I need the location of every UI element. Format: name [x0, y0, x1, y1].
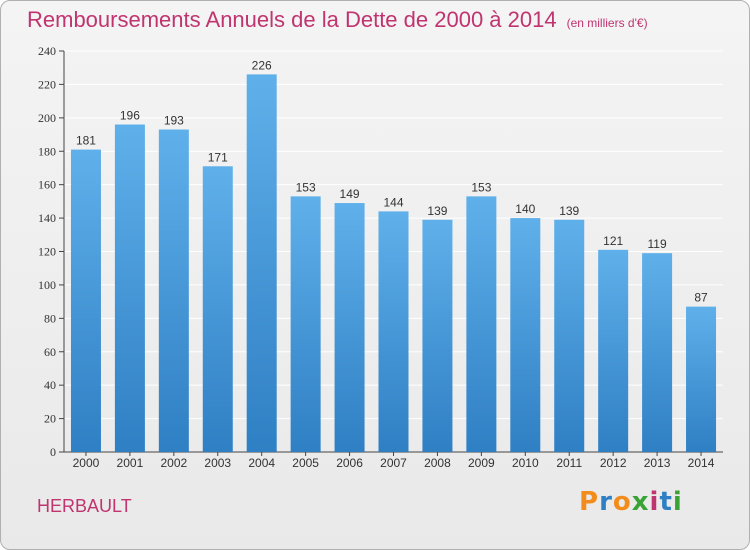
y-tick-label: 180: [38, 144, 56, 158]
brand-letter: P: [579, 487, 600, 517]
value-label: 193: [164, 114, 184, 128]
bar-2012: [598, 249, 629, 452]
y-tick-label: 240: [38, 44, 56, 58]
bar-2006: [334, 203, 365, 452]
x-tick-label: 2004: [248, 456, 275, 470]
y-tick-label: 120: [38, 245, 56, 259]
x-tick-label: 2012: [600, 456, 627, 470]
bar-2010: [510, 218, 541, 452]
bar-2005: [290, 196, 321, 452]
bar-2000: [70, 149, 101, 452]
bars: [70, 74, 717, 453]
value-label: 226: [252, 58, 272, 72]
x-tick-label: 2002: [160, 456, 187, 470]
value-label: 149: [340, 187, 360, 201]
value-label: 196: [120, 109, 140, 123]
x-tick-label: 2009: [468, 456, 495, 470]
value-label: 153: [471, 180, 491, 194]
brand-letter: i: [649, 487, 660, 517]
value-label: 139: [559, 204, 579, 218]
x-tick-label: 2007: [380, 456, 407, 470]
y-tick-label: 160: [38, 178, 56, 192]
x-tick-label: 2005: [292, 456, 319, 470]
y-tick-label: 140: [38, 211, 56, 225]
value-label: 181: [76, 134, 96, 148]
value-label: 87: [694, 291, 708, 305]
value-label: 119: [648, 237, 667, 251]
x-tick-label: 2008: [424, 456, 451, 470]
bar-2002: [158, 129, 189, 452]
bar-2009: [466, 196, 497, 452]
y-axis: 0 20 40 60 80 100 120 140 160 180 200 220 240: [38, 44, 723, 459]
brand-letter: i: [672, 487, 683, 517]
x-tick-label: 2000: [73, 456, 100, 470]
value-label: 139: [427, 204, 447, 218]
value-label: 153: [296, 180, 316, 194]
value-label: 171: [208, 150, 228, 164]
y-tick-label: 80: [44, 311, 56, 325]
chart-title-text: Remboursements Annuels de la Dette de 20…: [27, 7, 557, 32]
y-tick-label: 220: [38, 77, 56, 91]
brand-letter: t: [659, 487, 673, 517]
x-axis-labels: 2000 2001 2002 2003 2004 2005 2006 2007 2008 2009…: [73, 452, 715, 470]
x-tick-label: 2001: [117, 456, 144, 470]
bar-2007: [378, 211, 409, 452]
chart-unit: (en milliers d'€): [566, 16, 648, 30]
brand-letter: x: [631, 487, 650, 517]
bar-2001: [114, 124, 145, 453]
value-label: 121: [603, 234, 623, 248]
bar-2014: [686, 306, 717, 452]
x-tick-label: 2003: [204, 456, 231, 470]
y-tick-label: 60: [44, 345, 56, 359]
place-name: HERBAULT: [37, 496, 132, 516]
y-tick-label: 20: [44, 412, 56, 426]
x-tick-label: 2013: [644, 456, 671, 470]
bar-2003: [202, 166, 233, 452]
brand-letter: r: [599, 487, 613, 517]
y-tick-label: 0: [50, 445, 56, 459]
brand-logo: Proxiti: [579, 487, 683, 517]
y-tick-label: 100: [38, 278, 56, 292]
x-tick-label: 2010: [512, 456, 539, 470]
bar-2011: [554, 219, 585, 452]
value-label: 144: [383, 195, 403, 209]
x-tick-label: 2014: [688, 456, 715, 470]
x-tick-label: 2006: [336, 456, 363, 470]
brand-letter: o: [612, 487, 632, 517]
x-tick-label: 2011: [556, 456, 582, 470]
bar-2013: [642, 253, 673, 452]
bar-2008: [422, 219, 453, 452]
value-label: 140: [515, 202, 535, 216]
y-tick-label: 40: [44, 378, 56, 392]
y-tick-label: 200: [38, 111, 56, 125]
value-labels: 181 196 193 171 226 153 149 144 139 153 140 139 121 1…: [76, 58, 708, 304]
bar-2004: [246, 74, 277, 453]
chart-title: Remboursements Annuels de la Dette de 20…: [27, 7, 648, 33]
